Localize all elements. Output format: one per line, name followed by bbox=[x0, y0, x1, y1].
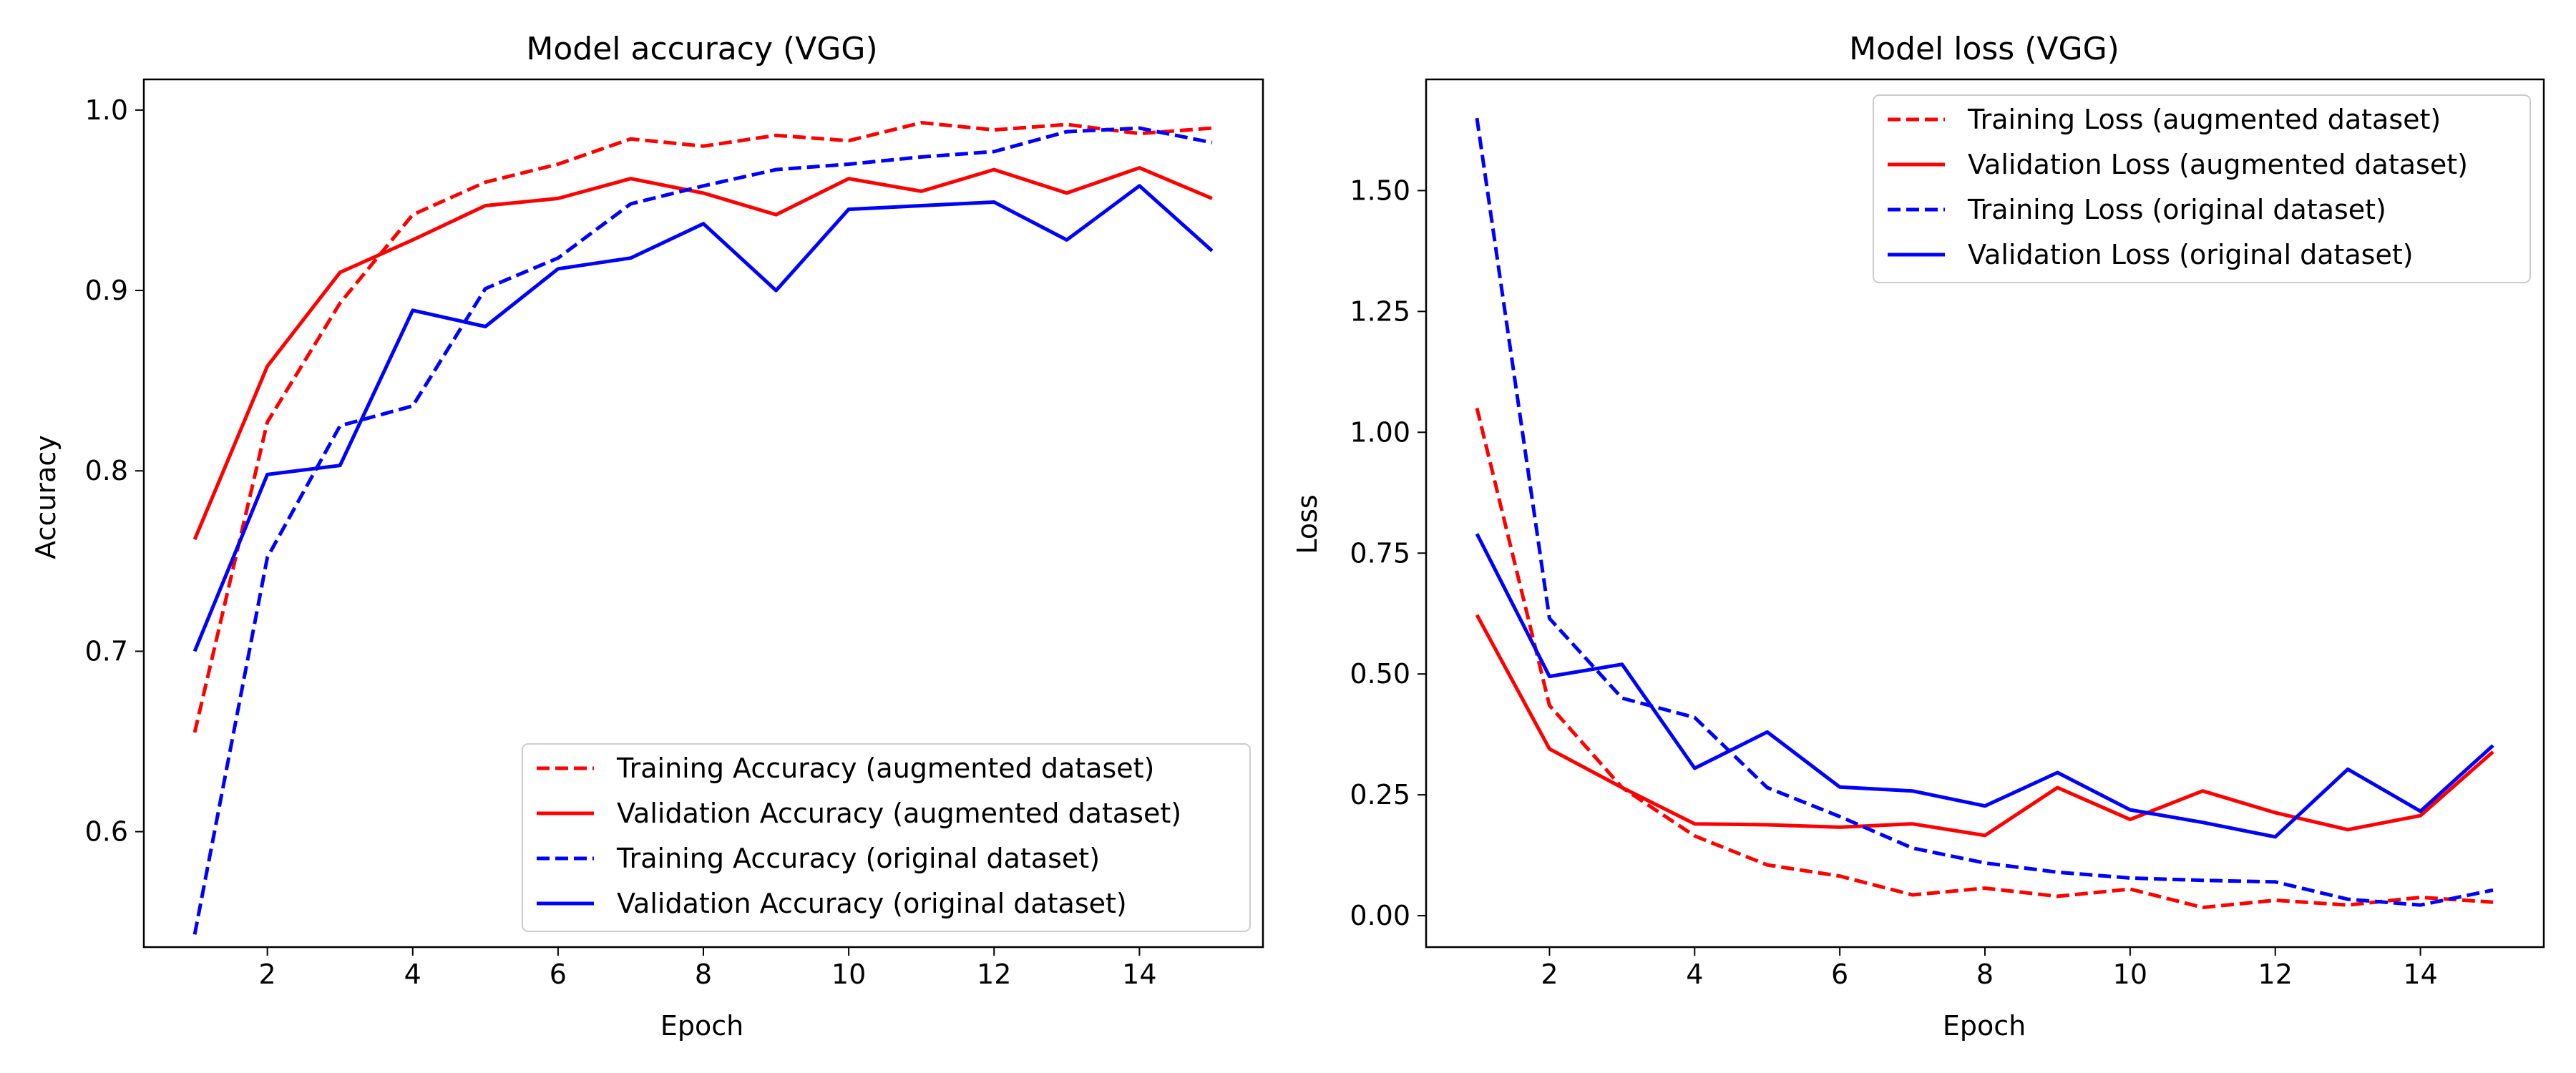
accuracy-chart: Model accuracy (VGG) Epoch Accuracy 2 4 6 8… bbox=[30, 31, 1264, 1042]
accuracy-chart-title: Model accuracy (VGG) bbox=[526, 31, 877, 67]
loss-legend-label: Training Loss (original dataset) bbox=[1967, 194, 2386, 225]
accuracy-series-validation-accuracy-augmented-dataset bbox=[192, 166, 1213, 541]
loss-y-tick-label: 0.75 bbox=[1350, 537, 1410, 569]
accuracy-x-tick-label: 2 bbox=[259, 959, 276, 990]
accuracy-y-tick-label: 0.8 bbox=[85, 455, 128, 486]
loss-chart-title: Model loss (VGG) bbox=[1849, 31, 2119, 67]
accuracy-series-training-accuracy-original-dataset bbox=[192, 126, 1213, 935]
accuracy-legend-label: Validation Accuracy (original dataset) bbox=[617, 888, 1127, 919]
accuracy-x-axis-label: Epoch bbox=[660, 1010, 743, 1042]
loss-x-tick-label: 14 bbox=[2403, 959, 2437, 990]
loss-x-tick-label: 10 bbox=[2113, 959, 2147, 990]
accuracy-legend: Training Accuracy (augmented dataset) Val… bbox=[522, 743, 1251, 932]
loss-x-tick-label: 6 bbox=[1831, 959, 1848, 990]
loss-x-tick-label: 2 bbox=[1541, 959, 1558, 990]
accuracy-x-tick-label: 8 bbox=[695, 959, 712, 990]
loss-series-validation-loss-augmented-dataset bbox=[1475, 614, 2494, 838]
accuracy-series-training-accuracy-augmented-dataset bbox=[192, 121, 1213, 733]
loss-x-tick-label: 8 bbox=[1976, 959, 1994, 990]
accuracy-legend-box bbox=[522, 743, 1251, 932]
loss-y-tick-label: 1.50 bbox=[1350, 175, 1410, 206]
accuracy-x-tick-label: 12 bbox=[977, 959, 1011, 990]
accuracy-legend-label: Training Accuracy (augmented dataset) bbox=[616, 753, 1154, 784]
loss-legend-label: Validation Loss (original dataset) bbox=[1968, 239, 2414, 270]
accuracy-y-tick-label: 1.0 bbox=[85, 94, 128, 126]
accuracy-series-validation-accuracy-original-dataset bbox=[192, 184, 1214, 652]
accuracy-plot-area: 2 4 6 8 10 12 14 0.6 0.7 0.8 0.9 1.0 Training Accura… bbox=[85, 78, 1264, 990]
loss-legend-label: Validation Loss (augmented dataset) bbox=[1968, 149, 2468, 180]
loss-legend: Training Loss (augmented dataset) Validat… bbox=[1873, 94, 2531, 283]
loss-y-tick-label: 1.25 bbox=[1350, 295, 1410, 327]
accuracy-legend-label: Training Accuracy (original dataset) bbox=[616, 843, 1100, 874]
loss-y-tick-label: 0.50 bbox=[1350, 658, 1410, 690]
loss-x-tick-label: 4 bbox=[1686, 959, 1703, 990]
loss-chart: Model loss (VGG) Epoch Loss 2 4 6 8 10 12 14 0.… bbox=[1292, 31, 2545, 1042]
loss-series-training-loss-augmented-dataset bbox=[1475, 407, 2494, 910]
loss-series-validation-loss-original-dataset bbox=[1475, 533, 2494, 839]
accuracy-y-tick-label: 0.9 bbox=[85, 275, 128, 306]
accuracy-y-tick-label: 0.7 bbox=[85, 635, 128, 667]
loss-y-tick-label: 0.25 bbox=[1350, 779, 1410, 810]
loss-plot-area: 2 4 6 8 10 12 14 0.00 0.25 0.50 0.75 1.00 1.25 1.50 Tr… bbox=[1350, 78, 2545, 990]
loss-y-tick-label: 0.00 bbox=[1350, 900, 1410, 931]
accuracy-x-tick-label: 14 bbox=[1122, 959, 1156, 990]
loss-y-axis-label: Loss bbox=[1292, 494, 1323, 554]
accuracy-x-tick-label: 10 bbox=[831, 959, 866, 990]
accuracy-y-tick-label: 0.6 bbox=[85, 816, 128, 848]
accuracy-x-tick-label: 6 bbox=[550, 959, 567, 990]
loss-legend-label: Training Loss (augmented dataset) bbox=[1967, 104, 2441, 135]
loss-legend-box bbox=[1873, 94, 2531, 283]
accuracy-y-axis-label: Accuracy bbox=[30, 435, 62, 559]
loss-x-tick-label: 12 bbox=[2258, 959, 2293, 990]
accuracy-x-tick-label: 4 bbox=[404, 959, 421, 990]
loss-y-tick-label: 1.00 bbox=[1350, 416, 1410, 448]
loss-series-training-loss-original-dataset bbox=[1475, 117, 2494, 907]
loss-x-axis-label: Epoch bbox=[1943, 1010, 2026, 1042]
accuracy-legend-label: Validation Accuracy (augmented dataset) bbox=[617, 798, 1181, 829]
